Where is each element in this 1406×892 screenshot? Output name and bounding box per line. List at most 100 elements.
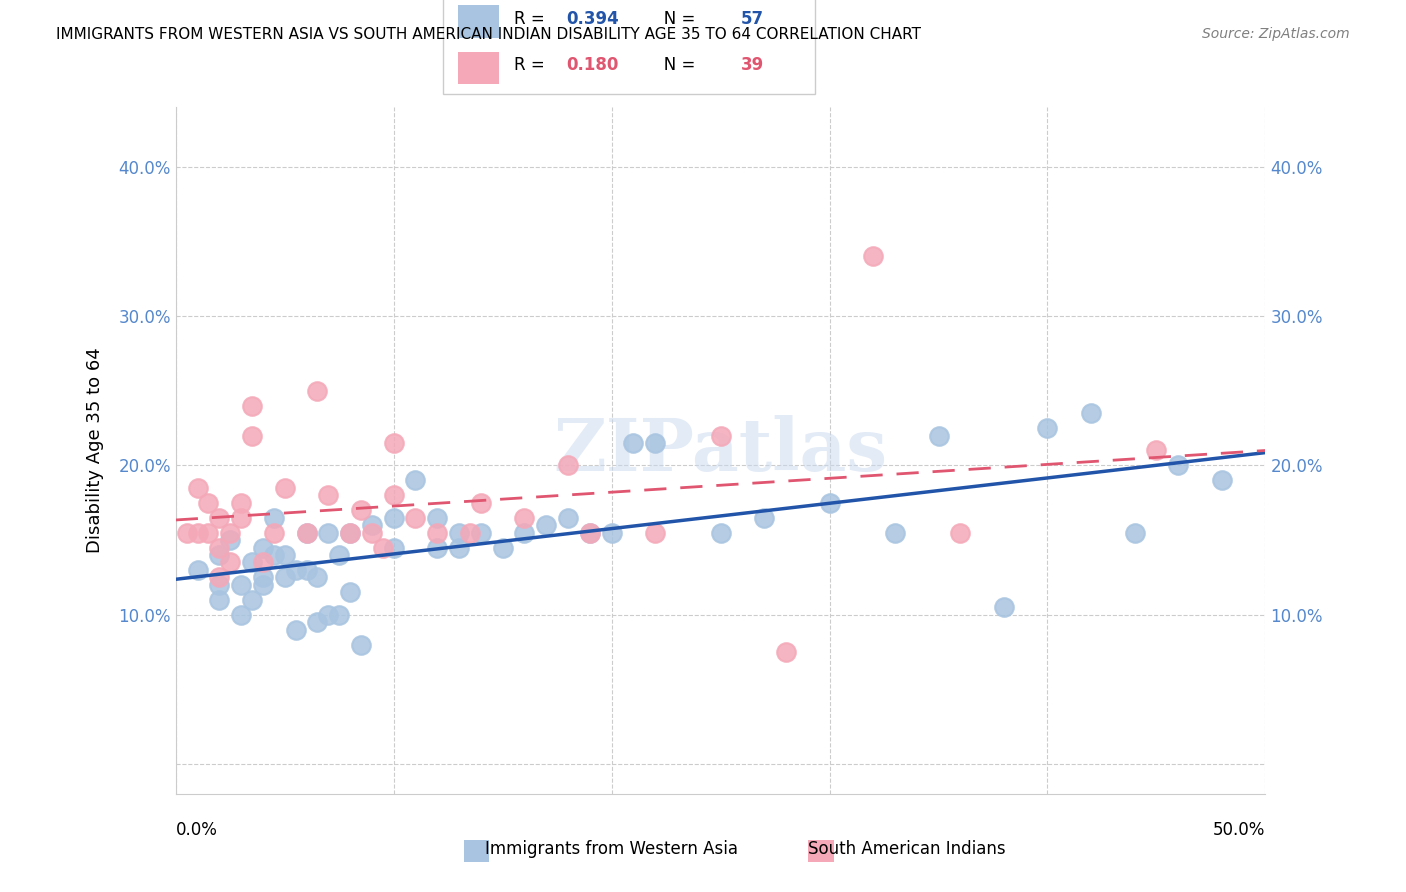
Point (339, 525, 361, 540)
Point (513, 525, 536, 540)
Point (274, 570, 297, 584)
Point (240, 428, 263, 442)
Text: 50.0%: 50.0% (1213, 821, 1265, 838)
Text: ZIPatlas: ZIPatlas (554, 415, 887, 486)
Point (186, 525, 209, 540)
Point (884, 525, 907, 540)
Point (382, 541, 405, 555)
Point (1123, 525, 1146, 540)
Text: Immigrants from Western Asia: Immigrants from Western Asia (485, 840, 738, 858)
Point (208, 548, 231, 562)
Point (219, 533, 242, 547)
Point (426, 510, 449, 524)
Point (274, 548, 297, 562)
Point (339, 585, 361, 599)
Point (775, 645, 797, 659)
Point (231, 578, 253, 592)
Point (382, 436, 405, 450)
Point (231, 607, 253, 622)
Point (208, 578, 231, 592)
Text: 39: 39 (741, 56, 765, 74)
Text: 57: 57 (741, 10, 763, 28)
Point (1211, 473, 1233, 487)
Text: IMMIGRANTS FROM WESTERN ASIA VS SOUTH AMERICAN INDIAN DISABILITY AGE 35 TO 64 CO: IMMIGRANTS FROM WESTERN ASIA VS SOUTH AM… (56, 27, 921, 42)
Point (557, 510, 579, 524)
Point (240, 556, 263, 570)
Text: 0.394: 0.394 (565, 10, 619, 28)
Point (328, 548, 350, 562)
Point (252, 541, 274, 555)
Point (644, 436, 666, 450)
Point (1167, 458, 1189, 473)
Point (252, 578, 274, 592)
Point (534, 518, 557, 533)
Point (284, 563, 307, 577)
Point (208, 541, 231, 555)
Point (447, 525, 470, 540)
Point (284, 623, 307, 637)
Point (231, 496, 253, 510)
Point (993, 600, 1015, 615)
Point (339, 525, 361, 540)
Point (307, 384, 329, 398)
Text: N =: N = (648, 56, 700, 74)
Point (208, 510, 231, 524)
Point (240, 592, 263, 607)
Point (492, 541, 515, 555)
Point (382, 488, 405, 502)
Point (371, 541, 394, 555)
Point (307, 615, 329, 630)
Point (252, 556, 274, 570)
Point (360, 518, 382, 533)
Text: Source: ZipAtlas.com: Source: ZipAtlas.com (1202, 27, 1350, 41)
Point (360, 525, 382, 540)
Point (1144, 443, 1167, 458)
Point (579, 525, 602, 540)
Point (426, 525, 449, 540)
Point (405, 510, 427, 524)
Point (710, 428, 733, 442)
Point (1080, 406, 1102, 420)
Y-axis label: Disability Age 35 to 64: Disability Age 35 to 64 (87, 348, 104, 553)
Point (644, 525, 666, 540)
Point (862, 249, 884, 263)
Point (263, 548, 285, 562)
FancyBboxPatch shape (464, 840, 489, 862)
Point (350, 638, 373, 652)
Point (231, 510, 253, 524)
Point (470, 496, 492, 510)
Point (328, 607, 350, 622)
Point (186, 481, 209, 495)
FancyBboxPatch shape (458, 52, 499, 85)
Text: 0.180: 0.180 (565, 56, 619, 74)
Point (949, 525, 972, 540)
Point (710, 525, 733, 540)
Text: R =: R = (513, 10, 550, 28)
Point (754, 510, 776, 524)
Point (557, 458, 579, 473)
Point (470, 525, 492, 540)
Point (240, 399, 263, 413)
Point (579, 525, 602, 540)
Point (318, 525, 340, 540)
FancyBboxPatch shape (808, 840, 834, 862)
Point (208, 570, 231, 584)
Point (458, 525, 481, 540)
Point (274, 481, 297, 495)
Point (252, 570, 274, 584)
Point (263, 510, 285, 524)
Point (1036, 421, 1059, 435)
Point (426, 541, 449, 555)
Point (447, 541, 470, 555)
FancyBboxPatch shape (458, 5, 499, 38)
Point (600, 525, 623, 540)
Point (382, 510, 405, 524)
Point (818, 496, 841, 510)
Point (621, 436, 644, 450)
Text: R =: R = (513, 56, 550, 74)
Text: N =: N = (648, 10, 700, 28)
Point (208, 592, 231, 607)
Text: 0.0%: 0.0% (176, 821, 218, 838)
FancyBboxPatch shape (443, 0, 815, 94)
Point (295, 525, 318, 540)
